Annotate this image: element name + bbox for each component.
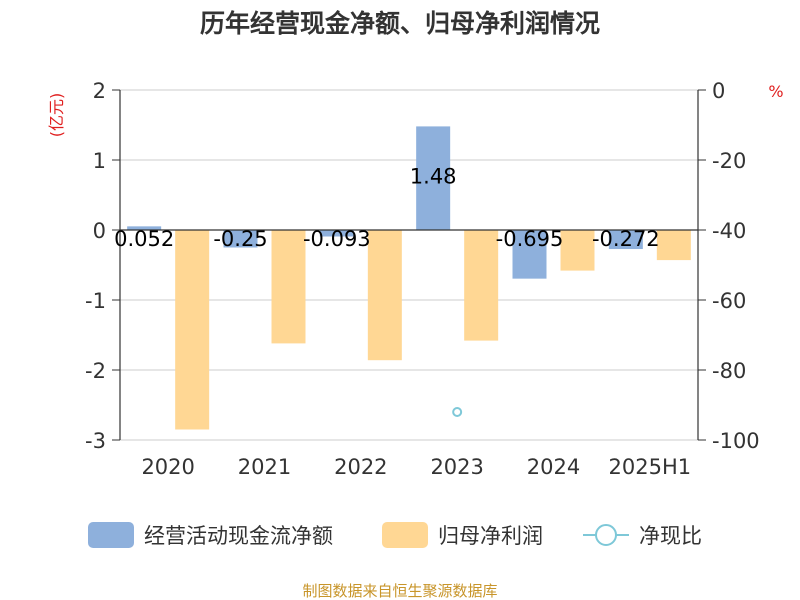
data-label: -0.272	[592, 227, 660, 251]
x-tick-label: 2024	[527, 455, 580, 479]
legend-operating-cashflow: 经营活动现金流净额	[88, 522, 333, 548]
data-label: 1.48	[410, 164, 457, 188]
y-right-tick-label: -20	[712, 149, 746, 173]
legend-swatch-marker	[595, 524, 617, 546]
legend-net-profit: 归母净利润	[382, 522, 543, 548]
x-tick-label: 2022	[334, 455, 387, 479]
x-tick-label: 2021	[238, 455, 291, 479]
bar-operating-cashflow	[416, 126, 451, 230]
y-right-tick-label: -80	[712, 359, 746, 383]
y-left-tick-label: 2	[93, 79, 106, 103]
legend-net-cash-ratio: 净现比	[583, 524, 702, 548]
x-tick-label: 2023	[430, 455, 483, 479]
y-right-tick-label: -60	[712, 289, 746, 313]
data-label: -0.695	[496, 227, 564, 251]
x-tick-label: 2025H1	[609, 455, 692, 479]
data-label: -0.093	[303, 227, 371, 251]
bars	[127, 126, 691, 430]
legend-swatch	[88, 522, 134, 548]
bar-operating-cashflow	[223, 230, 258, 248]
bar-net-profit	[271, 230, 306, 344]
bar-net-profit	[175, 230, 210, 430]
y-left-tick-label: -2	[85, 359, 106, 383]
net-cash-ratio-point	[452, 407, 463, 417]
data-label: -0.25	[213, 227, 267, 251]
data-labels: 0.052 -0.25 -0.093 1.48 -0.695 -0.272	[114, 164, 660, 251]
legend-label: 经营活动现金流净额	[144, 524, 333, 548]
y-left-tick-label: 1	[93, 149, 106, 173]
bar-operating-cashflow	[127, 226, 162, 230]
source-footer: 制图数据来自恒生聚源数据库	[302, 582, 497, 600]
bar-net-profit	[367, 230, 402, 361]
legend: 经营活动现金流净额 归母净利润 净现比	[88, 522, 702, 548]
axes: 2 1 0 -1 -2 -3 0 -20 -40 -60 -80 -100 2020 2021 2022 20…	[85, 79, 760, 479]
data-label: 0.052	[114, 227, 174, 251]
bar-net-profit	[656, 230, 691, 261]
scatter-points	[452, 407, 463, 417]
legend-label: 归母净利润	[438, 524, 543, 548]
y-right-tick-label: -100	[712, 429, 760, 453]
y-right-unit-label: %	[768, 82, 783, 101]
bar-operating-cashflow	[319, 230, 354, 237]
y-left-tick-label: -1	[85, 289, 106, 313]
legend-label: 净现比	[639, 524, 702, 548]
y-left-unit-label: (亿元)	[47, 93, 66, 138]
y-right-tick-label: 0	[712, 79, 725, 103]
bar-net-profit	[464, 230, 499, 341]
chart-title: 历年经营现金净额、归母净利润情况	[200, 9, 600, 38]
y-right-tick-label: -40	[712, 219, 746, 243]
bar-net-profit	[560, 230, 595, 271]
bar-operating-cashflow	[512, 230, 547, 279]
x-tick-label: 2020	[141, 455, 194, 479]
bar-operating-cashflow	[608, 230, 643, 250]
legend-swatch	[382, 522, 428, 548]
y-left-tick-label: 0	[93, 219, 106, 243]
y-left-tick-label: -3	[85, 429, 106, 453]
